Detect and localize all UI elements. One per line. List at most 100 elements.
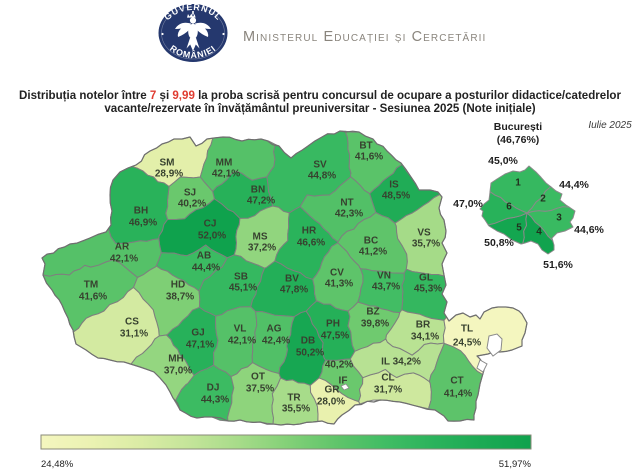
svg-text:CS: CS: [125, 317, 139, 328]
svg-text:42,1%: 42,1%: [110, 254, 138, 265]
svg-text:1: 1: [515, 178, 521, 189]
svg-text:41,6%: 41,6%: [355, 152, 383, 163]
svg-text:CV: CV: [330, 268, 344, 279]
svg-text:44,4%: 44,4%: [559, 179, 589, 191]
svg-text:43,7%: 43,7%: [372, 282, 400, 293]
svg-text:GL: GL: [419, 273, 433, 284]
svg-text:45,0%: 45,0%: [488, 155, 518, 167]
svg-text:47,2%: 47,2%: [247, 196, 275, 207]
svg-text:TL: TL: [461, 324, 473, 335]
svg-text:MH: MH: [168, 354, 184, 365]
svg-text:37,5%: 37,5%: [246, 384, 274, 395]
svg-text:TR: TR: [287, 393, 301, 404]
svg-text:39,8%: 39,8%: [361, 319, 389, 330]
svg-text:CT: CT: [450, 376, 463, 387]
svg-text:45,1%: 45,1%: [229, 283, 257, 294]
svg-text:SJ: SJ: [184, 188, 196, 199]
svg-text:AB: AB: [197, 251, 211, 262]
svg-text:31,7%: 31,7%: [374, 385, 402, 396]
svg-text:BZ: BZ: [366, 307, 379, 318]
svg-text:SB: SB: [234, 272, 248, 283]
svg-text:28,9%: 28,9%: [155, 169, 183, 180]
svg-text:46,9%: 46,9%: [129, 218, 157, 229]
svg-text:47,1%: 47,1%: [186, 340, 214, 351]
svg-text:24,5%: 24,5%: [453, 338, 481, 349]
svg-text:SV: SV: [313, 160, 327, 171]
svg-text:CL: CL: [381, 373, 394, 384]
svg-text:4: 4: [536, 227, 542, 238]
svg-text:52,0%: 52,0%: [198, 231, 226, 242]
svg-text:24,48%: 24,48%: [41, 459, 74, 470]
svg-text:42,3%: 42,3%: [335, 209, 363, 220]
svg-text:34,1%: 34,1%: [411, 332, 439, 343]
svg-text:41,2%: 41,2%: [359, 247, 387, 258]
svg-text:31,1%: 31,1%: [120, 329, 148, 340]
svg-text:SM: SM: [160, 158, 175, 169]
svg-text:41,4%: 41,4%: [444, 389, 472, 400]
svg-text:51,6%: 51,6%: [543, 259, 573, 271]
svg-text:CJ: CJ: [204, 219, 217, 230]
svg-text:MS: MS: [253, 232, 268, 243]
svg-text:IS: IS: [389, 180, 399, 191]
svg-text:HD: HD: [171, 280, 185, 291]
svg-text:BN: BN: [251, 185, 265, 196]
svg-text:37,0%: 37,0%: [164, 366, 192, 377]
svg-text:BH: BH: [134, 206, 148, 217]
svg-text:Ministerul Educației și Cercet: Ministerul Educației și Cercetării: [243, 29, 486, 45]
svg-text:41,6%: 41,6%: [79, 292, 107, 303]
svg-text:OT: OT: [251, 372, 265, 383]
svg-text:GJ: GJ: [191, 328, 204, 339]
svg-text:42,1%: 42,1%: [212, 169, 240, 180]
svg-text:GR: GR: [325, 385, 341, 396]
svg-text:Distribuția notelor între 7 și: Distribuția notelor între 7 și 9,99 la p…: [19, 90, 621, 102]
svg-text:35,5%: 35,5%: [282, 404, 310, 415]
svg-text:NT: NT: [340, 198, 353, 209]
svg-text:6: 6: [506, 202, 512, 213]
svg-text:VS: VS: [417, 228, 431, 239]
svg-text:VL: VL: [234, 324, 247, 335]
svg-text:BR: BR: [416, 320, 431, 331]
svg-text:IF: IF: [339, 376, 348, 387]
svg-text:44,6%: 44,6%: [574, 224, 604, 236]
svg-text:BC: BC: [364, 236, 378, 247]
svg-text:BT: BT: [359, 141, 372, 152]
svg-text:51,97%: 51,97%: [499, 459, 532, 470]
svg-text:HR: HR: [302, 226, 317, 237]
svg-text:PH: PH: [326, 319, 340, 330]
svg-text:28,0%: 28,0%: [317, 397, 345, 408]
svg-text:50,8%: 50,8%: [484, 237, 514, 249]
svg-text:3: 3: [556, 213, 562, 224]
svg-text:BV: BV: [285, 274, 299, 285]
svg-text:Iulie 2025: Iulie 2025: [588, 120, 632, 131]
svg-text:AG: AG: [267, 324, 282, 335]
svg-text:vacante/rezervate în învățămân: vacante/rezervate în învățământul preuni…: [104, 103, 535, 115]
svg-text:40,2%: 40,2%: [325, 360, 353, 371]
svg-text:AR: AR: [115, 242, 130, 253]
svg-text:37,2%: 37,2%: [248, 243, 276, 254]
svg-text:40,2%: 40,2%: [178, 199, 206, 210]
svg-text:5: 5: [516, 223, 522, 234]
svg-text:46,6%: 46,6%: [297, 238, 325, 249]
svg-text:MM: MM: [216, 158, 233, 169]
svg-text:2: 2: [540, 194, 546, 205]
svg-text:44,4%: 44,4%: [192, 263, 220, 274]
svg-text:44,8%: 44,8%: [308, 171, 336, 182]
svg-text:45,3%: 45,3%: [414, 284, 442, 295]
svg-text:35,7%: 35,7%: [412, 239, 440, 250]
svg-text:41,3%: 41,3%: [325, 279, 353, 290]
svg-text:47,5%: 47,5%: [321, 331, 349, 342]
svg-text:IL 34,2%: IL 34,2%: [381, 357, 421, 368]
svg-text:42,4%: 42,4%: [262, 336, 290, 347]
svg-text:48,5%: 48,5%: [382, 191, 410, 202]
svg-text:38,7%: 38,7%: [166, 292, 194, 303]
svg-text:50,2%: 50,2%: [296, 348, 324, 359]
svg-text:DJ: DJ: [207, 383, 220, 394]
svg-text:47,8%: 47,8%: [280, 285, 308, 296]
svg-text:(46,76%): (46,76%): [497, 134, 540, 146]
svg-text:47,0%: 47,0%: [453, 198, 483, 210]
svg-text:44,3%: 44,3%: [201, 395, 229, 406]
svg-text:42,1%: 42,1%: [228, 336, 256, 347]
svg-text:București: București: [494, 121, 543, 133]
svg-text:VN: VN: [377, 271, 391, 282]
svg-text:TM: TM: [84, 280, 98, 291]
